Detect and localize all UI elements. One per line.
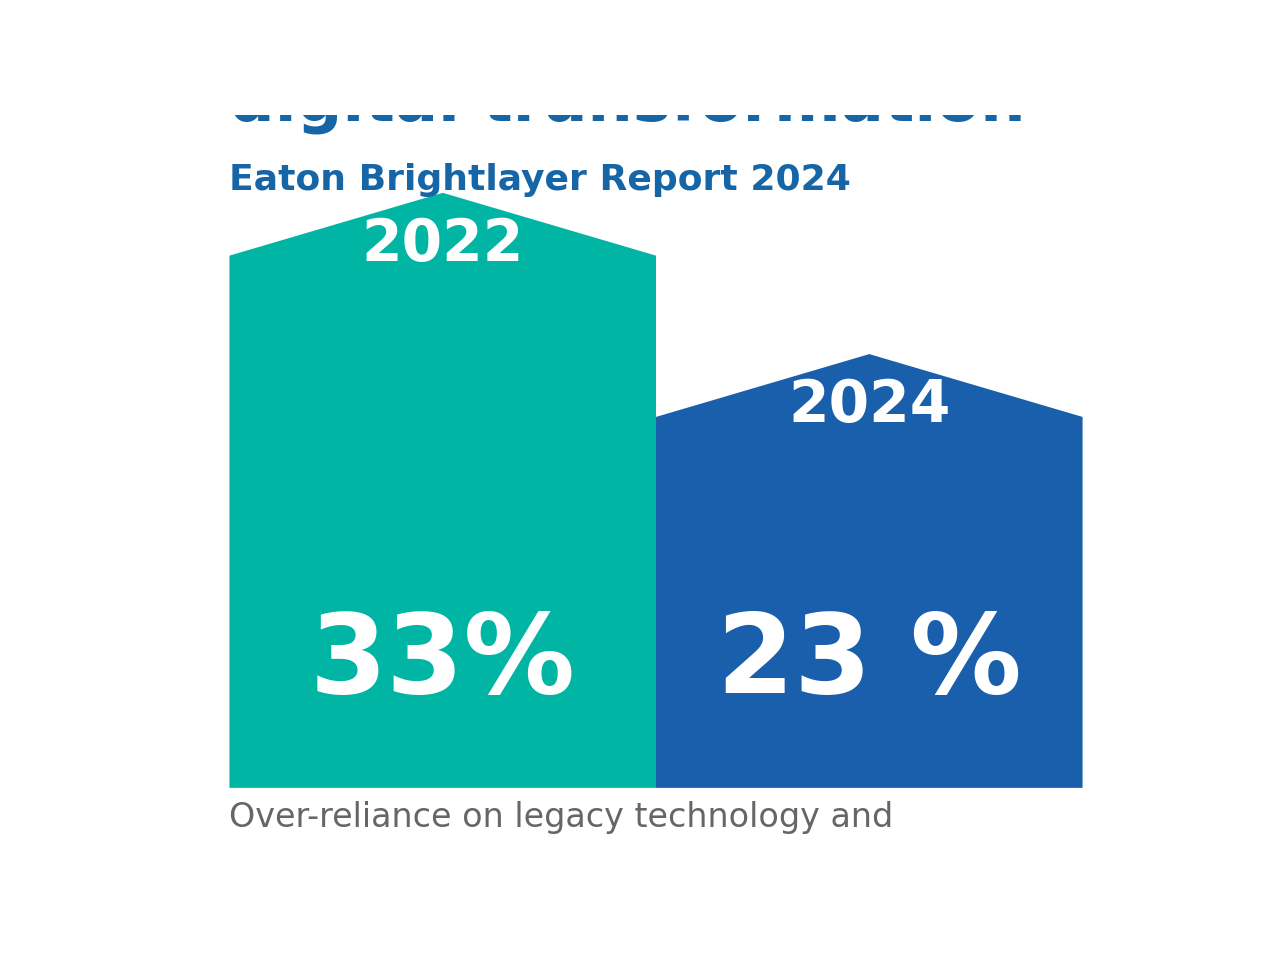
Text: Eaton Brightlayer Report 2024: Eaton Brightlayer Report 2024 — [229, 163, 851, 197]
Text: 23 %: 23 % — [717, 609, 1021, 716]
Text: 2024: 2024 — [788, 377, 951, 434]
Polygon shape — [657, 354, 1083, 788]
Polygon shape — [229, 193, 657, 788]
Text: 33%: 33% — [310, 609, 576, 716]
Text: digital transformation: digital transformation — [229, 71, 1027, 133]
Text: Over-reliance on legacy technology and: Over-reliance on legacy technology and — [229, 801, 893, 834]
Text: 2022: 2022 — [361, 216, 524, 273]
